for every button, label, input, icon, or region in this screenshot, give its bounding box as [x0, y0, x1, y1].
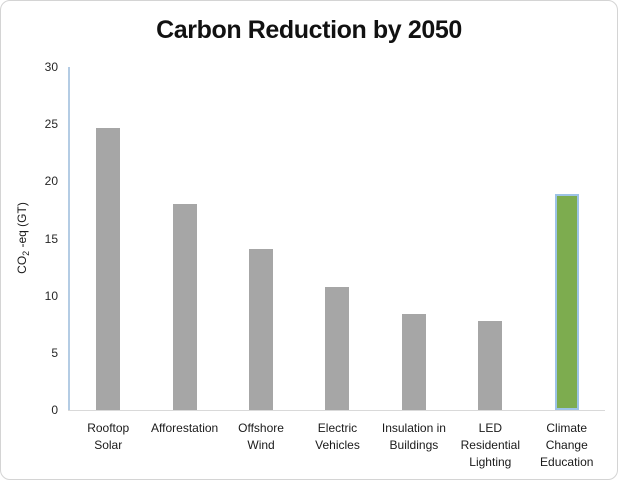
y-tick-label: 5	[51, 345, 58, 360]
bar	[401, 313, 426, 410]
bars	[70, 67, 605, 410]
x-category-label: Electric Vehicles	[315, 421, 360, 452]
bar-slot	[452, 67, 528, 410]
bar	[96, 127, 121, 410]
y-tick-label: 10	[44, 288, 58, 303]
bar	[249, 248, 274, 410]
y-axis-title-base: CO	[14, 255, 29, 274]
y-tick-label: 30	[44, 60, 58, 74]
y-axis-title-subscript: 2	[21, 250, 32, 256]
bar-highlighted	[554, 193, 579, 410]
x-category-label: Insulation in Buildings	[381, 421, 446, 452]
y-tick-label: 25	[44, 117, 58, 132]
y-tick-label: 0	[51, 403, 58, 417]
y-axis-title-rest: -eq (GT)	[14, 202, 29, 251]
bar-slot	[529, 67, 605, 410]
bar	[478, 320, 503, 410]
bar-slot	[376, 67, 452, 410]
x-axis-labels: Rooftop Solar Afforestation Offshore Wind E…	[70, 420, 605, 471]
x-category-label: Afforestation	[151, 421, 219, 435]
bar-slot	[146, 67, 222, 410]
chart-title: Carbon Reduction by 2050	[156, 16, 462, 44]
x-category-label: LED Residential Lighting	[460, 421, 520, 469]
y-axis-title: CO2 -eq (GT)	[15, 202, 31, 274]
x-category-label: Offshore Wind	[238, 421, 284, 452]
x-category-label: Climate Change Education	[540, 421, 594, 469]
x-axis-line	[68, 410, 605, 411]
x-category-label: Rooftop Solar	[87, 421, 130, 452]
bar-slot	[70, 67, 146, 410]
bar	[325, 286, 350, 410]
y-tick-label: 15	[44, 231, 58, 246]
bar	[172, 204, 197, 410]
y-axis-line	[68, 67, 70, 410]
bar-slot	[223, 67, 299, 410]
y-tick-label: 20	[44, 174, 58, 189]
plot-area: 0 5 10 15 20 25 30	[45, 61, 605, 416]
bar-slot	[299, 67, 375, 410]
